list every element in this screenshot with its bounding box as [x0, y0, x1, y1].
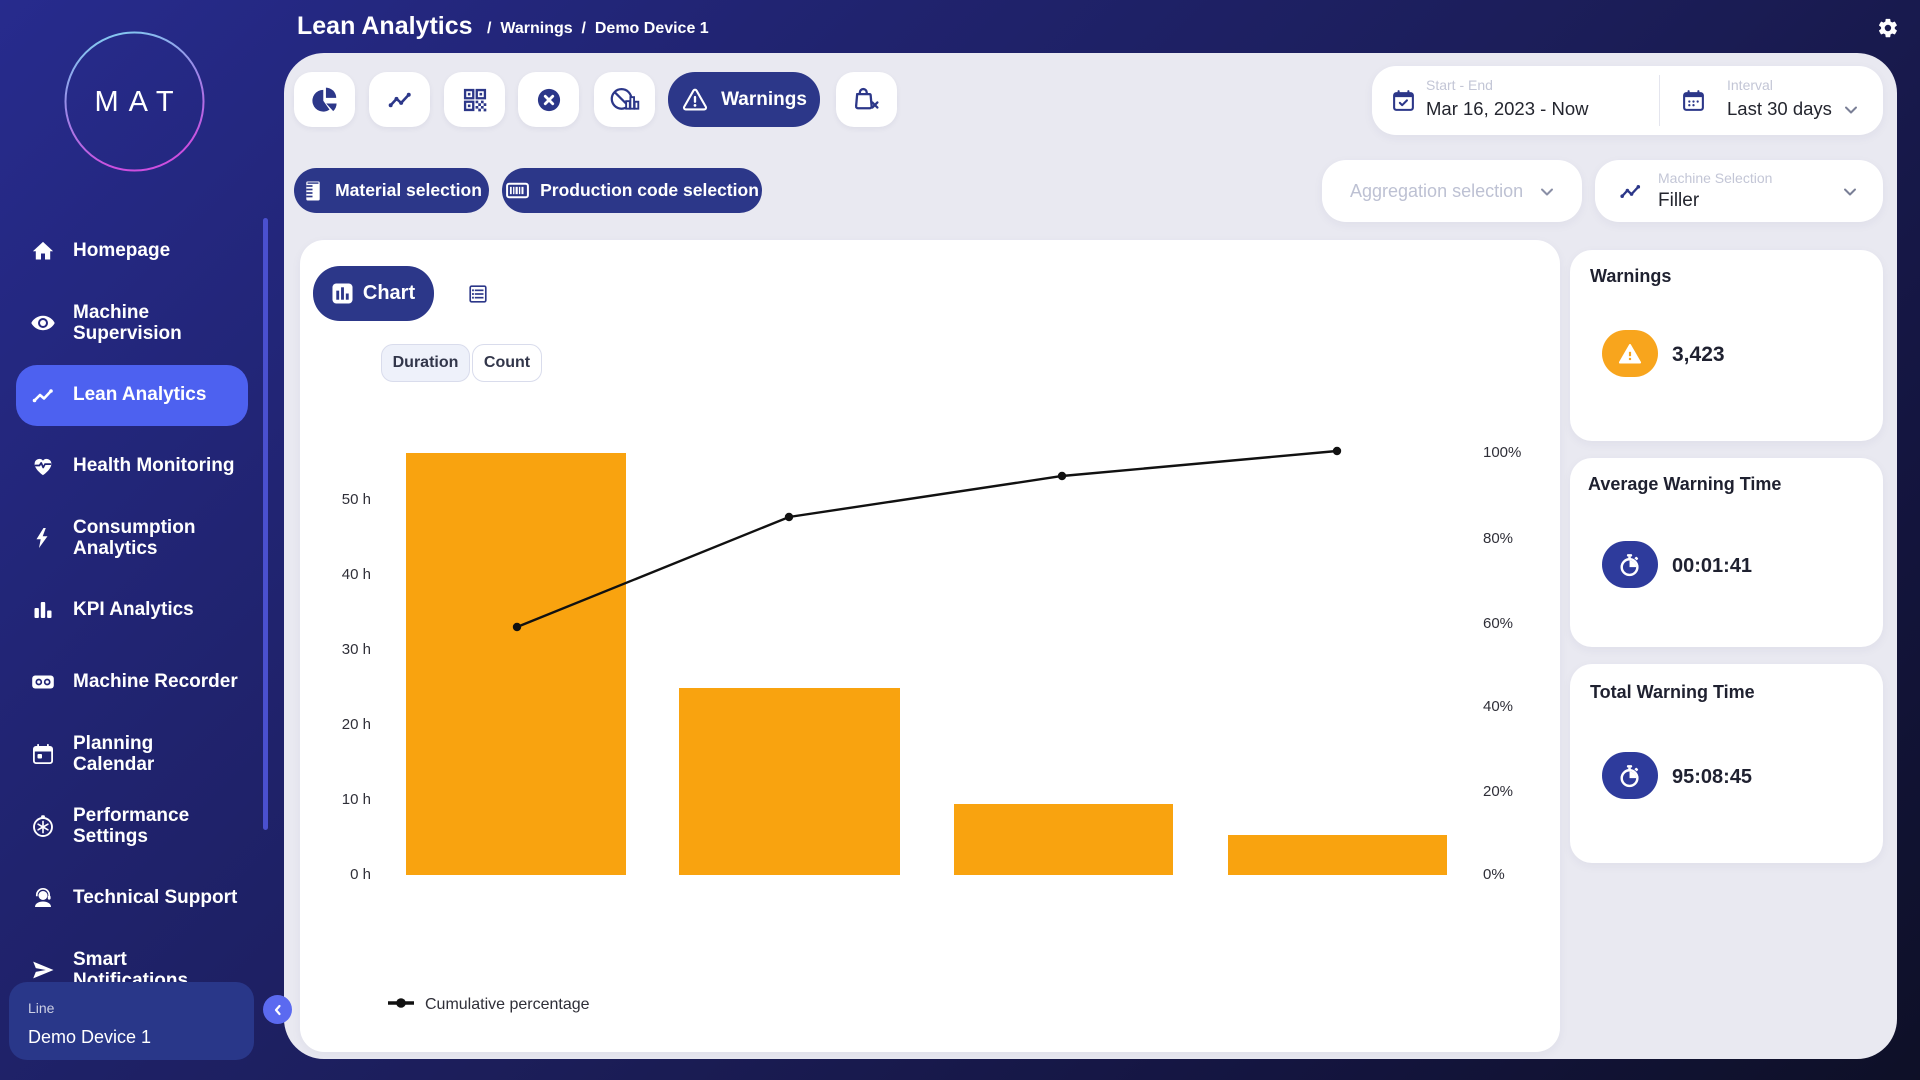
svg-text:0%: 0% — [1483, 866, 1505, 883]
svg-text:0 h: 0 h — [350, 866, 371, 883]
svg-text:40 h: 40 h — [342, 566, 371, 583]
svg-text:100%: 100% — [1483, 444, 1521, 461]
svg-text:Cumulative percentage: Cumulative percentage — [425, 996, 590, 1013]
svg-text:40%: 40% — [1483, 698, 1513, 715]
svg-text:60%: 60% — [1483, 615, 1513, 632]
svg-text:80%: 80% — [1483, 530, 1513, 547]
svg-text:20%: 20% — [1483, 783, 1513, 800]
svg-text:50 h: 50 h — [342, 491, 371, 508]
svg-text:20 h: 20 h — [342, 716, 371, 733]
svg-text:10 h: 10 h — [342, 791, 371, 808]
svg-text:30 h: 30 h — [342, 641, 371, 658]
svg-text:MAT: MAT — [94, 86, 183, 118]
